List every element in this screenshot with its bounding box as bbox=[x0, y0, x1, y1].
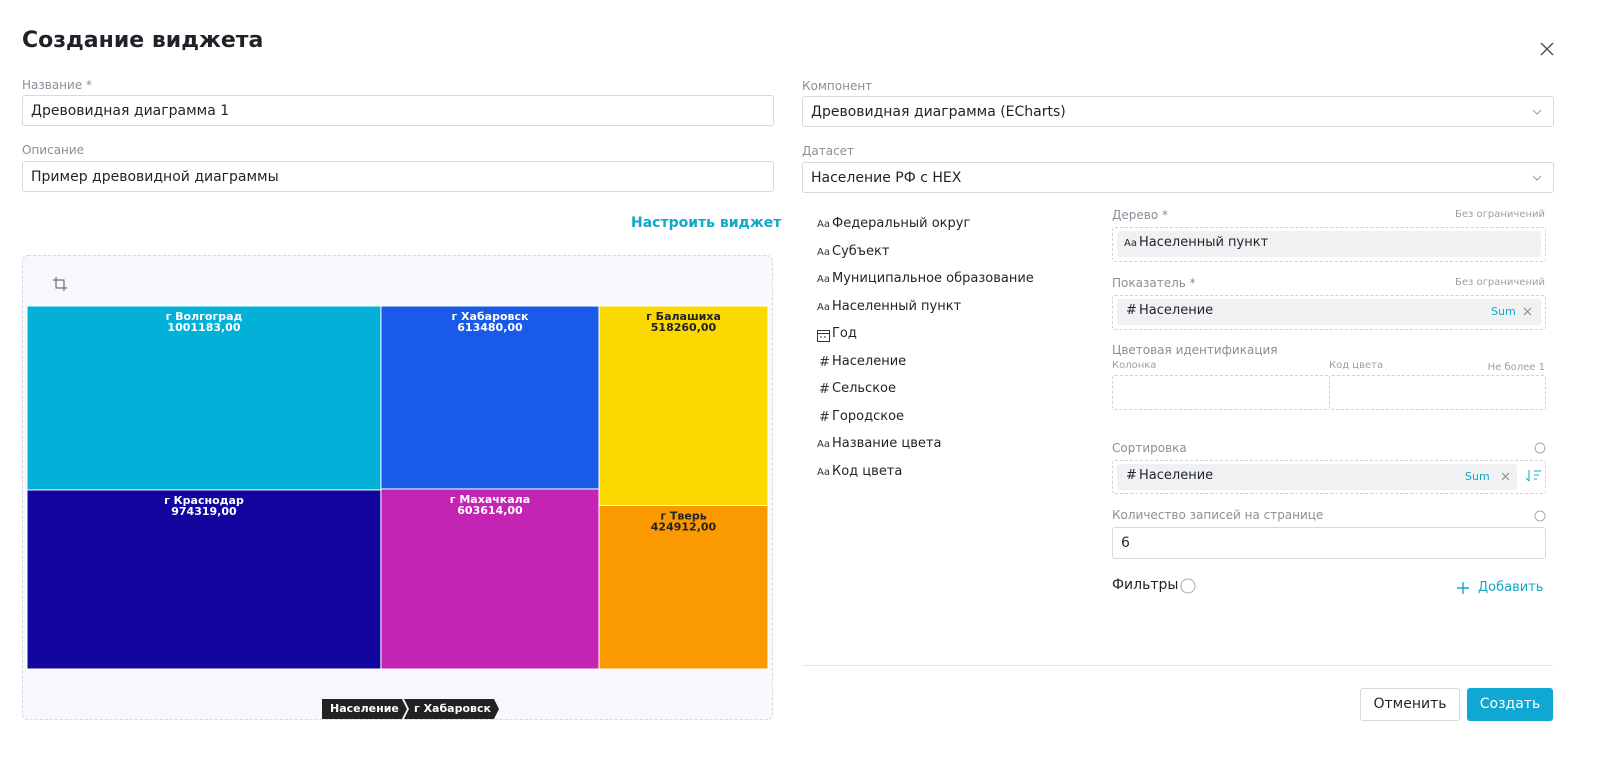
field-label: Название * bbox=[22, 78, 93, 92]
help-icons bbox=[1534, 442, 1546, 522]
chip-icon: Aa bbox=[1124, 238, 1137, 249]
close-button[interactable] bbox=[1540, 42, 1554, 56]
field-label[interactable]: Сельское bbox=[832, 381, 896, 396]
field-icon: Aa bbox=[817, 466, 830, 478]
sub-label: Код цвета bbox=[1329, 360, 1384, 371]
field-icon: Aa bbox=[817, 219, 830, 230]
chip-label: Население bbox=[1139, 468, 1214, 483]
field-label[interactable]: Год bbox=[832, 326, 857, 341]
crop-icon[interactable] bbox=[52, 276, 68, 292]
section-label: Сортировка bbox=[1112, 441, 1187, 455]
preview-panel bbox=[22, 255, 773, 720]
text-input[interactable]: Пример древовидной диаграммы bbox=[22, 161, 774, 192]
limit: Без ограничений bbox=[1455, 209, 1545, 220]
chip-controls[interactable] bbox=[1500, 305, 1546, 485]
select[interactable]: Древовидная диаграмма (ECharts) bbox=[802, 96, 1554, 127]
chip-icon: # bbox=[1126, 303, 1137, 318]
limit: Без ограничений bbox=[1455, 277, 1545, 288]
field-icon: Aa bbox=[817, 439, 830, 450]
dialog-title: Создание виджета bbox=[22, 28, 264, 53]
chip[interactable] bbox=[1117, 464, 1517, 490]
field-label[interactable]: Название цвета bbox=[832, 436, 942, 451]
drop-zone[interactable] bbox=[1112, 295, 1546, 330]
section-label: Показатель * bbox=[1112, 276, 1196, 290]
breadcrumb-item[interactable]: Население bbox=[322, 699, 407, 719]
add-icon[interactable] bbox=[1456, 581, 1470, 595]
field-label[interactable]: Городское bbox=[832, 408, 905, 424]
select[interactable]: Население РФ с HEX bbox=[802, 162, 1554, 193]
field-label[interactable]: Населенный пункт bbox=[832, 298, 962, 314]
chip[interactable] bbox=[1117, 299, 1541, 325]
field-label[interactable]: Федеральный округ bbox=[832, 216, 971, 231]
field-label: Описание bbox=[22, 143, 85, 157]
chip-label: Населенный пункт bbox=[1139, 235, 1269, 250]
field-icon: Aa bbox=[817, 274, 830, 285]
chip-label: Население bbox=[1139, 303, 1214, 318]
sub-label: Колонка bbox=[1112, 360, 1157, 371]
breadcrumb-item[interactable]: г Хабаровск bbox=[404, 699, 499, 719]
create-button[interactable]: Создать bbox=[1467, 688, 1553, 721]
filters-label: Фильтры bbox=[1112, 577, 1179, 593]
chevrons bbox=[1532, 109, 1542, 181]
number-input[interactable]: 6 bbox=[1112, 527, 1546, 559]
calendar-icon bbox=[817, 330, 830, 342]
text-input[interactable]: Древовидная диаграмма 1 bbox=[22, 95, 774, 126]
chip-icon: # bbox=[1126, 468, 1137, 483]
limit: Не более 1 bbox=[1487, 362, 1545, 373]
field-label[interactable]: Население bbox=[832, 353, 907, 369]
field-label[interactable]: Муниципальное образование bbox=[832, 271, 1034, 286]
chip[interactable] bbox=[1117, 231, 1541, 257]
field-icon: # bbox=[819, 354, 830, 370]
section-label: Количество записей на странице bbox=[1112, 508, 1324, 522]
field-label[interactable]: Субъект bbox=[832, 243, 890, 259]
cancel-button[interactable]: Отменить bbox=[1360, 688, 1460, 721]
field-label[interactable]: Код цвета bbox=[832, 463, 903, 479]
section-label: Дерево * bbox=[1112, 208, 1168, 222]
aggregation[interactable]: Sum bbox=[1491, 305, 1516, 318]
configure-link[interactable]: Настроить виджет bbox=[631, 215, 782, 231]
section-label: Цветовая идентификация bbox=[1112, 343, 1278, 357]
field-label: Компонент bbox=[802, 79, 873, 93]
drop-zone[interactable] bbox=[1112, 460, 1546, 494]
divider bbox=[802, 665, 1553, 666]
field-label: Датасет bbox=[802, 144, 855, 158]
field-icon: # bbox=[819, 382, 830, 397]
drop-zone[interactable] bbox=[1329, 375, 1546, 410]
field-icon: Aa bbox=[817, 246, 830, 258]
aggregation[interactable]: Sum bbox=[1465, 470, 1490, 483]
help-icon bbox=[1180, 578, 1196, 594]
field-icon: # bbox=[819, 409, 830, 425]
field-icon: Aa bbox=[817, 301, 830, 313]
drop-zone[interactable] bbox=[1112, 375, 1330, 410]
drop-zone[interactable] bbox=[1112, 227, 1546, 262]
add-filter[interactable]: Добавить bbox=[1478, 580, 1544, 595]
